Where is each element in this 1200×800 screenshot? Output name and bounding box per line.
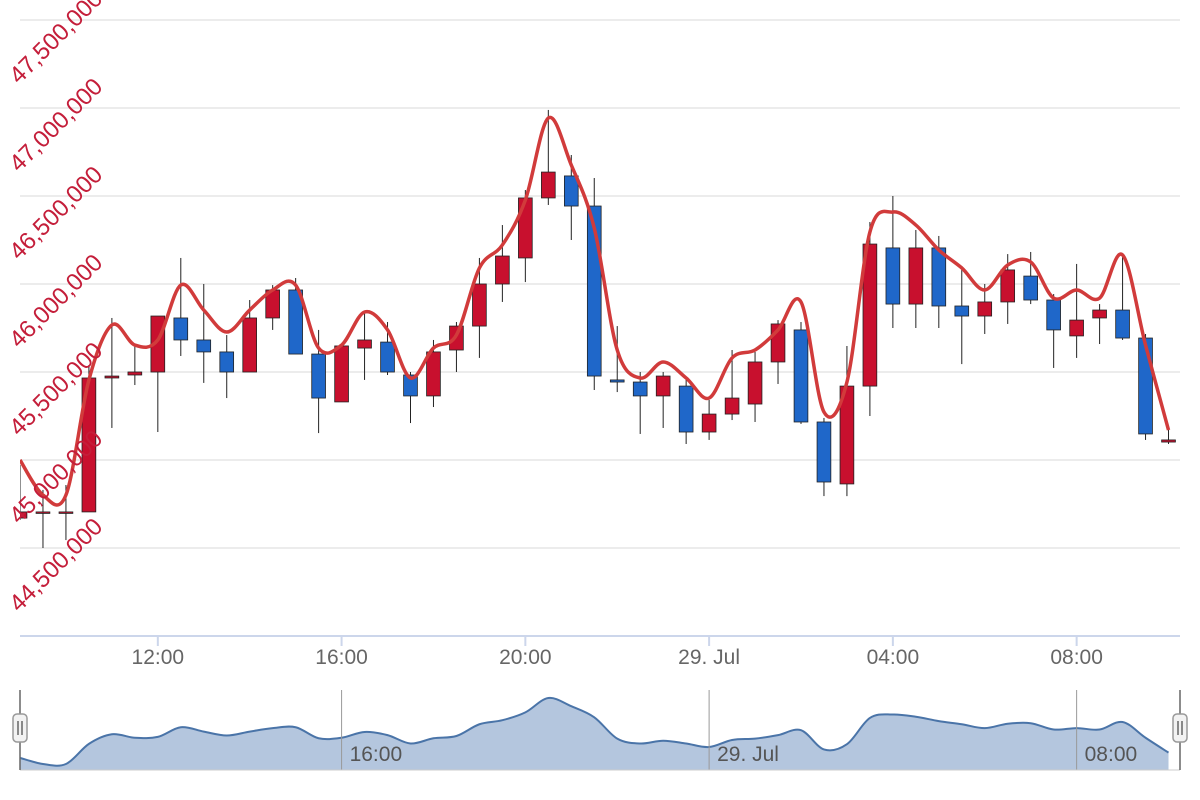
spline-line — [20, 115, 1171, 507]
x-tick-label: 08:00 — [1050, 646, 1103, 669]
y-tick-label: 47,500,000 — [4, 0, 108, 89]
candle-body — [426, 351, 441, 397]
plot-area — [20, 109, 1176, 548]
candle-body — [701, 413, 717, 433]
candle-body — [885, 247, 901, 305]
candle-body — [954, 305, 970, 317]
navigator-tick-label: 29. Jul — [717, 743, 779, 766]
candle-body — [1046, 299, 1061, 331]
candle-body — [793, 329, 809, 423]
x-tick-label: 04:00 — [867, 646, 920, 669]
candle-body — [288, 289, 303, 355]
candle-body — [977, 301, 993, 317]
candle-body — [58, 511, 74, 514]
navigator-handle[interactable] — [12, 713, 28, 743]
x-tick-label: 29. Jul — [678, 646, 740, 669]
candle-body — [678, 385, 694, 433]
candle-body — [1069, 319, 1084, 337]
candle-body — [35, 511, 51, 514]
candle-body — [1023, 275, 1038, 301]
candle-body — [380, 341, 395, 373]
navigator[interactable]: 16:00 29. Jul 08:00 — [12, 690, 1188, 771]
candle-body — [219, 351, 235, 373]
candle-body — [357, 339, 372, 349]
y-tick-label: 47,000,000 — [4, 73, 108, 177]
y-tick-label: 46,000,000 — [4, 249, 108, 353]
x-tick-label: 12:00 — [132, 646, 185, 669]
candle-body — [908, 247, 924, 305]
candle-body — [1138, 337, 1153, 435]
candle-body — [1092, 309, 1107, 319]
candle-body — [862, 243, 878, 387]
candle-body — [334, 345, 349, 403]
candle-body — [20, 511, 28, 519]
navigator-line — [19, 696, 1170, 767]
navigator-area — [20, 697, 1169, 770]
candle-body — [1000, 269, 1016, 303]
candle-body — [1161, 439, 1176, 443]
candle-body — [104, 375, 120, 379]
candle-body — [495, 255, 510, 285]
y-tick-label: 46,500,000 — [4, 161, 108, 265]
candle-body — [518, 197, 533, 259]
candle-body — [1115, 309, 1130, 339]
candle-body — [541, 171, 556, 199]
x-tick-label: 16:00 — [315, 646, 368, 669]
candle-body — [196, 339, 212, 353]
candle-body — [632, 381, 648, 397]
candle-body — [609, 379, 625, 383]
y-tick-label: 44,500,000 — [4, 513, 108, 617]
candle-body — [747, 361, 763, 405]
candle-body — [311, 353, 326, 399]
navigator-tick-label: 16:00 — [350, 743, 403, 766]
x-tick-label: 20:00 — [499, 646, 552, 669]
candle-body — [127, 371, 143, 376]
candle-body — [655, 375, 671, 397]
candle-body — [403, 374, 418, 397]
candle-body — [724, 397, 740, 415]
candle-body — [931, 247, 947, 307]
candle-body — [173, 317, 189, 341]
candle-body — [472, 283, 487, 327]
candle-body — [242, 317, 257, 373]
candle-body — [563, 175, 579, 207]
candle-body — [816, 421, 832, 483]
navigator-tick-label: 08:00 — [1085, 743, 1138, 766]
navigator-handle[interactable] — [1172, 713, 1188, 743]
